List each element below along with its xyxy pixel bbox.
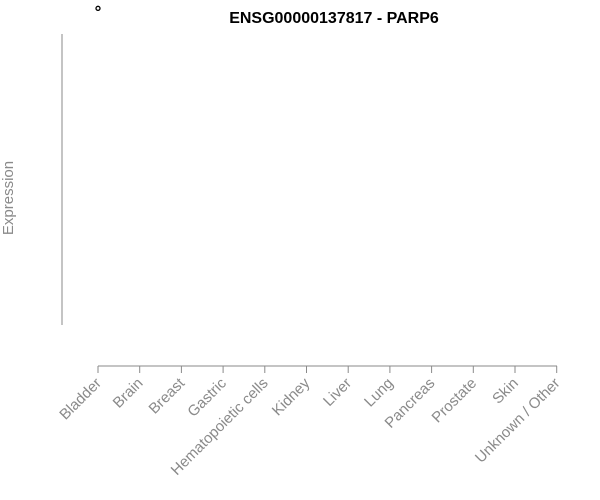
x-tick-label: Brain: [110, 375, 147, 412]
x-tick-label: Bladder: [56, 375, 105, 424]
x-tick-label: Liver: [320, 375, 355, 410]
x-tick-label: Breast: [146, 374, 189, 417]
x-tick-label: Prostate: [429, 375, 481, 427]
outlier-point: [95, 5, 101, 11]
x-tick-label: Skin: [489, 375, 522, 408]
y-axis-label: Expression: [0, 161, 17, 235]
box-0: [95, 5, 101, 11]
chart-title: ENSG00000137817 - PARP6: [229, 10, 439, 27]
x-tick-label: Lung: [361, 375, 397, 411]
x-tick-label: Kidney: [269, 374, 314, 419]
boxes: [95, 5, 101, 11]
